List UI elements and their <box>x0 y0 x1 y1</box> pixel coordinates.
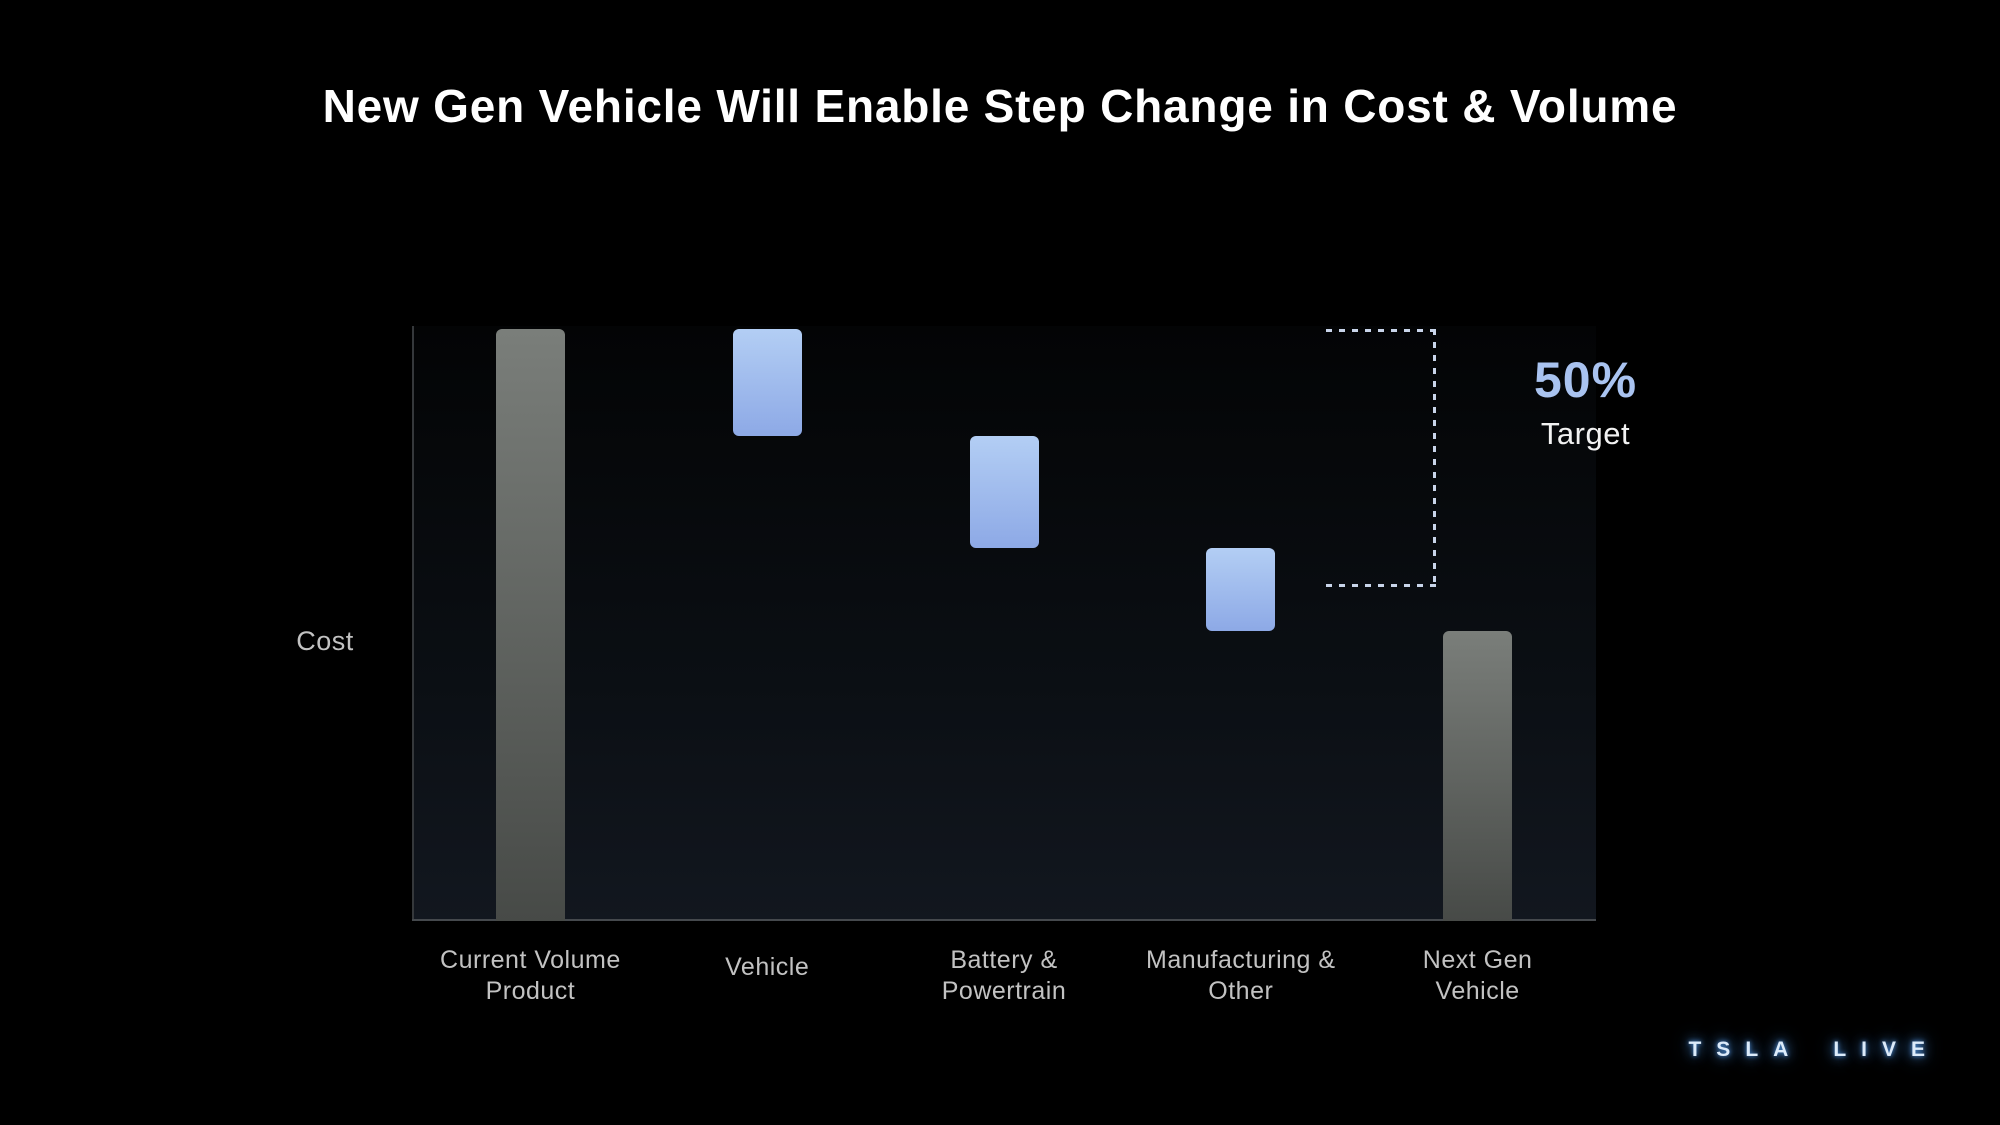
x-axis-line <box>412 919 1596 921</box>
bar-battery-powertrain <box>969 435 1039 549</box>
bracket-right-dashed-line <box>1433 329 1437 587</box>
plot-area <box>412 326 1596 921</box>
brand-word-live: LIVE <box>1833 1038 1940 1061</box>
bracket-bottom-dashed-line <box>1326 583 1437 587</box>
tsla-live-logo: TSLA LIVE <box>1688 1038 1940 1062</box>
bar-vehicle <box>732 329 802 436</box>
bar-next-gen-vehicle <box>1443 630 1513 921</box>
category-label-battery-powertrain: Battery & Powertrain <box>941 946 1067 1005</box>
y-axis-label: Cost <box>296 626 354 656</box>
category-label-manufacturing-other: Manufacturing & Other <box>1146 946 1336 1005</box>
category-label-next-gen-vehicle: Next Gen Vehicle <box>1422 946 1533 1005</box>
category-labels: Current Volume Product Vehicle Battery & Pow… <box>412 945 1596 1035</box>
slide-title: New Gen Vehicle Will Enable Step Change … <box>322 80 1678 132</box>
bar-current-volume-product <box>495 329 565 921</box>
target-label: Target <box>1540 416 1631 451</box>
y-axis-line <box>412 326 414 921</box>
category-label-vehicle: Vehicle <box>725 953 810 981</box>
bar-manufacturing-other <box>1206 548 1276 631</box>
target-annotation: 50% Target <box>1493 352 1678 452</box>
category-label-current-volume-product: Current Volume Product <box>440 946 621 1005</box>
brand-word-tsla: TSLA <box>1688 1038 1804 1061</box>
target-value: 50% <box>1533 352 1638 408</box>
bracket-top-dashed-line <box>1326 329 1437 332</box>
